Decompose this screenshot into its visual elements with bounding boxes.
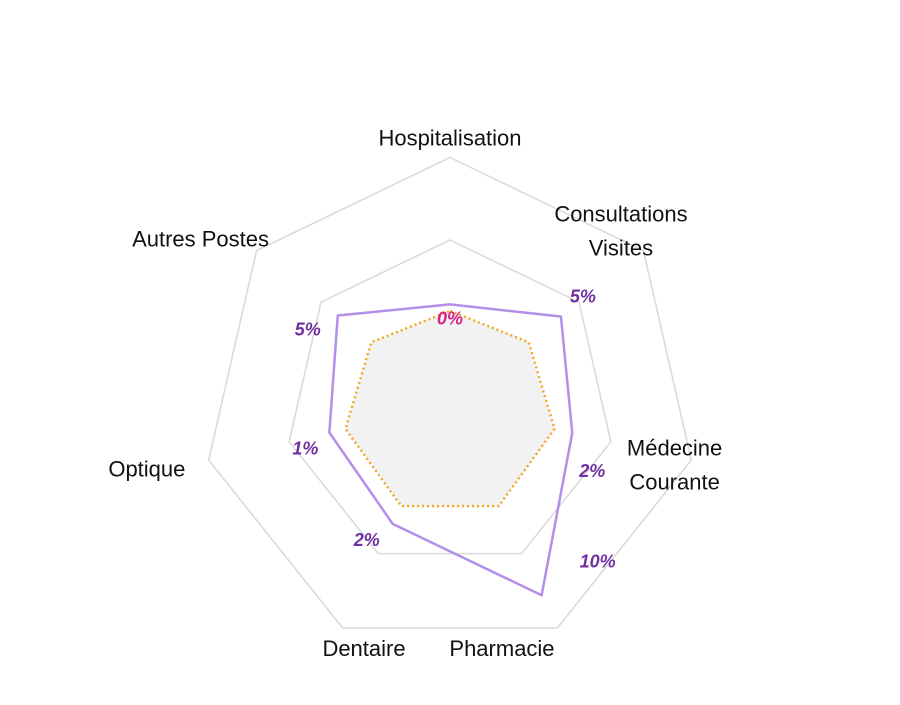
main-series-line	[328, 303, 574, 597]
axis-label: Optique	[108, 456, 185, 481]
value-label: 5%	[570, 287, 596, 307]
radar-series	[328, 303, 574, 597]
axis-label: Consultations Visites	[554, 201, 687, 260]
grid-ring	[207, 156, 693, 629]
value-label: 2%	[353, 530, 380, 550]
axis-label: Autres Postes	[132, 226, 269, 251]
axis-label: Médecine Courante	[627, 435, 722, 494]
value-label: 10%	[580, 551, 616, 571]
value-label: 0%	[437, 308, 463, 328]
axis-label: Hospitalisation	[378, 126, 521, 151]
reference-series-line	[344, 309, 556, 508]
value-label: 2%	[578, 461, 605, 481]
axis-label: Dentaire	[322, 636, 405, 661]
axis-labels: Hospitalisation Consultations Visites Médec…	[108, 126, 722, 661]
axis-label: Pharmacie	[449, 636, 554, 661]
value-labels: 0% 5% 2% 10% 2% 1% 5%	[292, 287, 615, 572]
value-label: 5%	[295, 319, 321, 339]
grid-ring	[288, 239, 612, 555]
value-label: 1%	[292, 439, 318, 459]
